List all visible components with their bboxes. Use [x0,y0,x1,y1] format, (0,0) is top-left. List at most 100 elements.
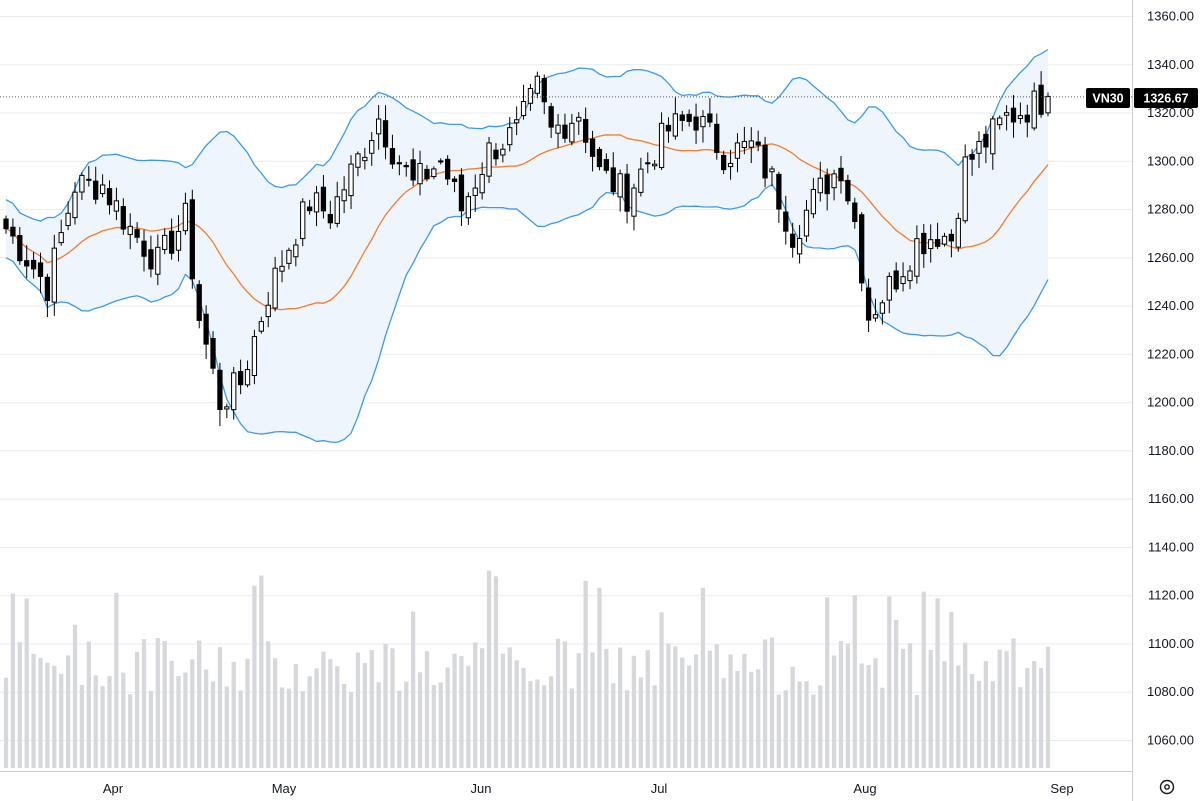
candle [921,232,927,255]
volume-bar [176,675,181,768]
price-tick-label: 1260.00 [1147,250,1194,265]
candle [237,371,244,386]
volume-bar [93,675,98,768]
volume-bar [404,681,409,768]
volume-bar [783,690,788,768]
volume-bar [197,640,202,768]
volume-bar [155,638,160,768]
volume-bar [59,673,64,768]
candle [859,214,865,284]
price-tick-label: 1320.00 [1147,105,1194,120]
candle [265,304,271,318]
volume-bar [997,649,1002,768]
volume-bar [590,652,595,768]
volume-bar [383,643,388,768]
candle [845,179,851,202]
volume-bar [666,643,671,768]
volume-bar [190,659,195,768]
price-tick-label: 1240.00 [1147,298,1194,313]
volume-bar [645,650,650,768]
volume-bar [466,665,471,768]
candle [872,314,879,319]
price-tick-label: 1060.00 [1147,733,1194,748]
candle [210,337,216,369]
volume-bar [597,587,602,768]
volume-bar [907,643,913,768]
candle [810,188,817,215]
candle [803,209,810,237]
volume-bar [866,664,871,768]
candle [948,233,955,242]
volume-bar [762,639,768,768]
candle [300,201,306,240]
volume-bar [3,677,9,768]
volume-bar [562,641,568,768]
candle [520,101,527,117]
candle [997,117,1003,126]
candle [514,119,520,124]
candle [24,260,30,267]
volume-bar [217,647,223,768]
price-tick-label: 1080.00 [1147,684,1194,699]
volume-bar [990,681,995,768]
candle [686,113,692,122]
candle [603,159,609,171]
candle [624,173,630,212]
volume-bar [362,663,367,768]
volume-bar [259,575,264,768]
candle [976,140,982,154]
candle [824,174,830,195]
volume-bar [410,611,416,768]
candle [652,163,658,167]
volume-bar [507,647,512,768]
candle [928,239,934,250]
last-price-badge: 1326.67 [1134,88,1198,108]
volume-bar [852,595,857,768]
volume-bar [52,665,57,768]
gear-icon[interactable] [1159,779,1175,795]
candle [617,173,623,198]
candle [148,249,154,270]
candle [1038,84,1044,115]
chart-settings-button[interactable] [1156,776,1178,798]
volume-bar [521,667,526,768]
candle [293,244,299,258]
candle [983,133,989,148]
candle [327,213,333,224]
volume-bar [680,657,685,768]
candle [396,162,402,165]
volume-bar [72,624,78,768]
candle [203,313,209,345]
volume-bar [210,681,216,768]
candle [472,187,478,196]
volume-bar [549,676,554,768]
volume-bar [86,641,91,768]
candle [548,106,554,128]
volume-bar [776,694,782,768]
volume-bar [424,651,430,768]
candle [286,249,292,264]
candle [141,240,147,257]
candle [127,225,133,235]
volume-bar [700,587,706,768]
candle [348,163,354,197]
volume-bar [141,639,147,768]
candle [258,321,264,332]
volume-bar [266,641,271,768]
candle [44,276,51,302]
volume-bar [569,688,574,768]
volume-bar [721,678,726,768]
volume-bar [887,596,892,768]
volume-bar [528,680,533,768]
candle [886,275,892,301]
candle [196,284,202,321]
candle [638,168,644,193]
volume-bar [859,663,864,768]
candle [99,184,106,195]
candle [672,113,679,137]
candle [72,191,78,219]
volume-bar [742,653,747,768]
price-tick-label: 1360.00 [1147,9,1194,24]
volume-bar [618,647,623,768]
